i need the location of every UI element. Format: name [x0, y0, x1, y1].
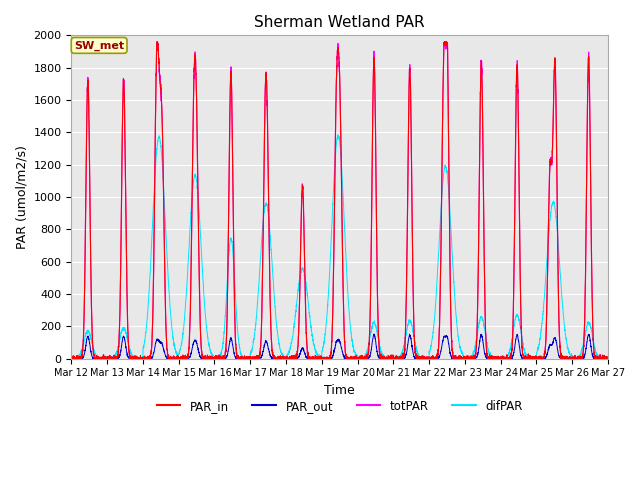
- Line: PAR_out: PAR_out: [72, 334, 608, 359]
- PAR_in: [68, 356, 76, 361]
- Line: PAR_in: PAR_in: [72, 41, 608, 359]
- Legend: PAR_in, PAR_out, totPAR, difPAR: PAR_in, PAR_out, totPAR, difPAR: [152, 395, 527, 417]
- PAR_in: [604, 356, 612, 361]
- X-axis label: Time: Time: [324, 384, 355, 397]
- difPAR: [319, 343, 327, 348]
- PAR_out: [319, 356, 327, 361]
- totPAR: [604, 356, 612, 361]
- PAR_in: [164, 352, 172, 358]
- totPAR: [430, 356, 438, 361]
- totPAR: [604, 356, 611, 361]
- totPAR: [164, 352, 172, 358]
- PAR_out: [604, 356, 611, 361]
- difPAR: [460, 354, 468, 360]
- totPAR: [68, 356, 76, 361]
- Text: SW_met: SW_met: [74, 40, 124, 50]
- difPAR: [604, 355, 611, 361]
- PAR_in: [430, 356, 438, 361]
- difPAR: [490, 355, 498, 361]
- Y-axis label: PAR (umol/m2/s): PAR (umol/m2/s): [15, 145, 28, 249]
- Line: totPAR: totPAR: [72, 43, 608, 359]
- Line: difPAR: difPAR: [72, 135, 608, 359]
- difPAR: [604, 356, 612, 361]
- PAR_out: [68, 356, 76, 361]
- PAR_in: [490, 356, 498, 361]
- difPAR: [164, 267, 172, 273]
- difPAR: [430, 319, 438, 325]
- PAR_out: [406, 331, 413, 337]
- PAR_in: [441, 38, 449, 44]
- PAR_in: [319, 356, 327, 361]
- PAR_out: [430, 356, 438, 361]
- Title: Sherman Wetland PAR: Sherman Wetland PAR: [254, 15, 425, 30]
- difPAR: [68, 356, 76, 361]
- difPAR: [333, 132, 341, 138]
- totPAR: [320, 356, 328, 361]
- totPAR: [460, 356, 468, 361]
- PAR_out: [490, 356, 498, 361]
- PAR_out: [164, 356, 172, 361]
- totPAR: [153, 40, 161, 46]
- PAR_out: [460, 356, 468, 361]
- totPAR: [490, 356, 498, 361]
- PAR_out: [604, 356, 612, 361]
- PAR_in: [604, 356, 611, 361]
- PAR_in: [460, 356, 468, 361]
